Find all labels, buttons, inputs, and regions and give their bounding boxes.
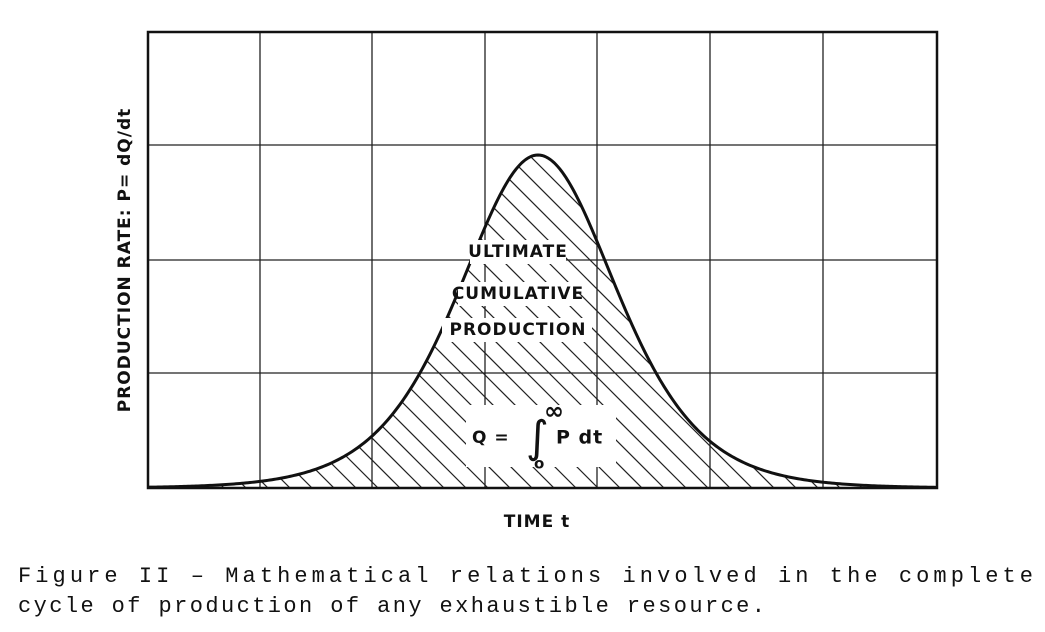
label-bg: [442, 318, 592, 342]
hatch-line: [148, 155, 183, 488]
hatch-line: [601, 155, 937, 488]
hatch-line: [667, 155, 937, 488]
formula-integrand: P dt: [556, 427, 603, 449]
hatch-line: [711, 155, 937, 488]
hatch-line: [0, 140, 72, 490]
label-bg: [458, 282, 578, 306]
hatch-line: [909, 155, 937, 488]
plot-frame: [146, 30, 939, 490]
hatch-line: [733, 155, 937, 488]
hatch-line: [755, 155, 937, 488]
production-curve: [147, 153, 937, 489]
hatch-line: [148, 155, 491, 488]
caption-line: cycle of production of any exhaustible r…: [18, 594, 765, 619]
hatch-line: [0, 140, 50, 490]
hatch-line: [148, 155, 315, 488]
hatch-line: [148, 155, 381, 488]
hatch-line: [954, 140, 1045, 490]
hatch-line: [148, 155, 403, 488]
formula-integral: ∫: [526, 412, 549, 463]
formula-lhs: Q =: [472, 428, 510, 448]
hatch-line: [148, 155, 359, 488]
hatch-line: [0, 140, 94, 490]
hatch-line: [148, 155, 227, 488]
hatch-line: [645, 155, 937, 488]
hatch-line: [148, 155, 469, 488]
annotation: CUMULATIVE: [452, 284, 584, 304]
caption-line: Figure II – Mathematical relations invol…: [18, 564, 1033, 589]
hatch-line: [689, 155, 937, 488]
annotation: ULTIMATE: [468, 242, 568, 262]
x-axis-label: TIME t: [504, 512, 571, 532]
hatch-line: [843, 155, 937, 488]
hatch-line: [931, 155, 937, 488]
hatch-line: [777, 155, 937, 488]
formula-lower: o: [534, 455, 544, 473]
hatch-line: [887, 155, 937, 488]
hatch-line: [148, 155, 337, 488]
hatch-line: [623, 155, 937, 488]
hatch-line: [821, 155, 937, 488]
hatch-line: [161, 155, 513, 488]
hatch-line: [148, 155, 271, 488]
hatch-line: [0, 140, 116, 490]
label-bg: [466, 405, 616, 467]
hatch-line: [865, 155, 937, 488]
hatch-line: [998, 140, 1045, 490]
hatch-line: [799, 155, 937, 488]
hatch-line: [148, 155, 205, 488]
grid: [148, 32, 937, 488]
hatch-line: [148, 155, 161, 488]
hatch-line: [579, 155, 931, 488]
annotation: PRODUCTION: [450, 320, 587, 340]
y-axis-label: PRODUCTION RATE: P= dQ/dt: [115, 108, 135, 413]
hatch-line: [148, 155, 293, 488]
formula-upper: ∞: [544, 397, 564, 425]
hatch-line: [976, 140, 1045, 490]
label-bg: [470, 240, 566, 264]
